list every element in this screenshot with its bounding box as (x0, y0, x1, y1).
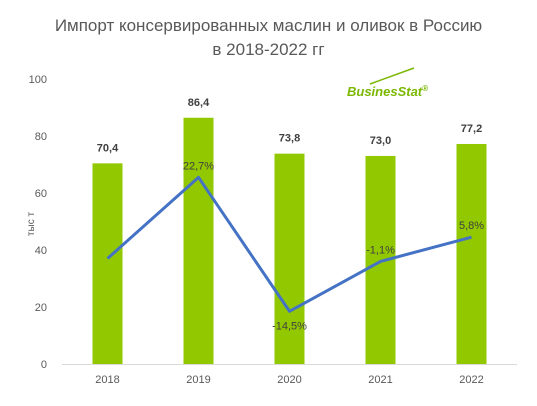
x-tick-label: 2019 (186, 374, 210, 386)
y-axis-label: тыс т (26, 212, 37, 237)
businessstat-logo: BusinesStat® (347, 67, 428, 99)
bar-value-label: 86,4 (188, 97, 210, 109)
growth-label: 5,8% (459, 220, 484, 232)
x-tick-label: 2020 (277, 374, 301, 386)
logo-registered-mark: ® (422, 84, 428, 93)
bar (456, 143, 487, 364)
svg-text:BusinesStat®: BusinesStat® (347, 84, 428, 99)
x-tick-label: 2018 (95, 374, 119, 386)
y-tick-label: 20 (35, 302, 47, 314)
data-labels: 70,4 86,4 73,8 73,0 77,2 22,7% -14,5% -1,1% 5,8% (97, 97, 484, 333)
bar (92, 163, 123, 364)
growth-label: -1,1% (366, 244, 395, 256)
logo-swoosh (369, 67, 415, 85)
bar-value-label: 73,0 (370, 135, 391, 147)
x-tick-label: 2021 (368, 374, 392, 386)
growth-label: -14,5% (272, 320, 307, 332)
bar-value-label: 77,2 (461, 123, 482, 135)
y-tick-label: 100 (29, 74, 47, 86)
x-tick-label: 2022 (459, 374, 483, 386)
bar (183, 117, 214, 364)
y-tick-label: 80 (35, 131, 47, 143)
logo-text-part2: Stat (398, 84, 423, 99)
bars (92, 117, 487, 364)
chart-title-line-2: в 2018-2022 гг (212, 40, 325, 59)
growth-label: 22,7% (183, 160, 214, 172)
y-tick-label: 0 (41, 359, 47, 371)
chart-title: Импорт консервированных маслин и оливок … (0, 14, 537, 62)
chart-title-line-1: Импорт консервированных маслин и оливок … (54, 16, 483, 35)
y-tick-label: 40 (35, 245, 47, 257)
growth-line (106, 175, 472, 313)
y-tick-label: 60 (35, 188, 47, 200)
axes: 0 20 40 60 80 100 2018 2019 2020 2021 2022 (29, 74, 517, 386)
bar-value-label: 73,8 (279, 133, 300, 145)
growth-line-path (106, 175, 472, 313)
logo-text-part1: Busines (347, 84, 398, 99)
bar-value-label: 70,4 (97, 142, 119, 154)
bar (274, 153, 305, 364)
